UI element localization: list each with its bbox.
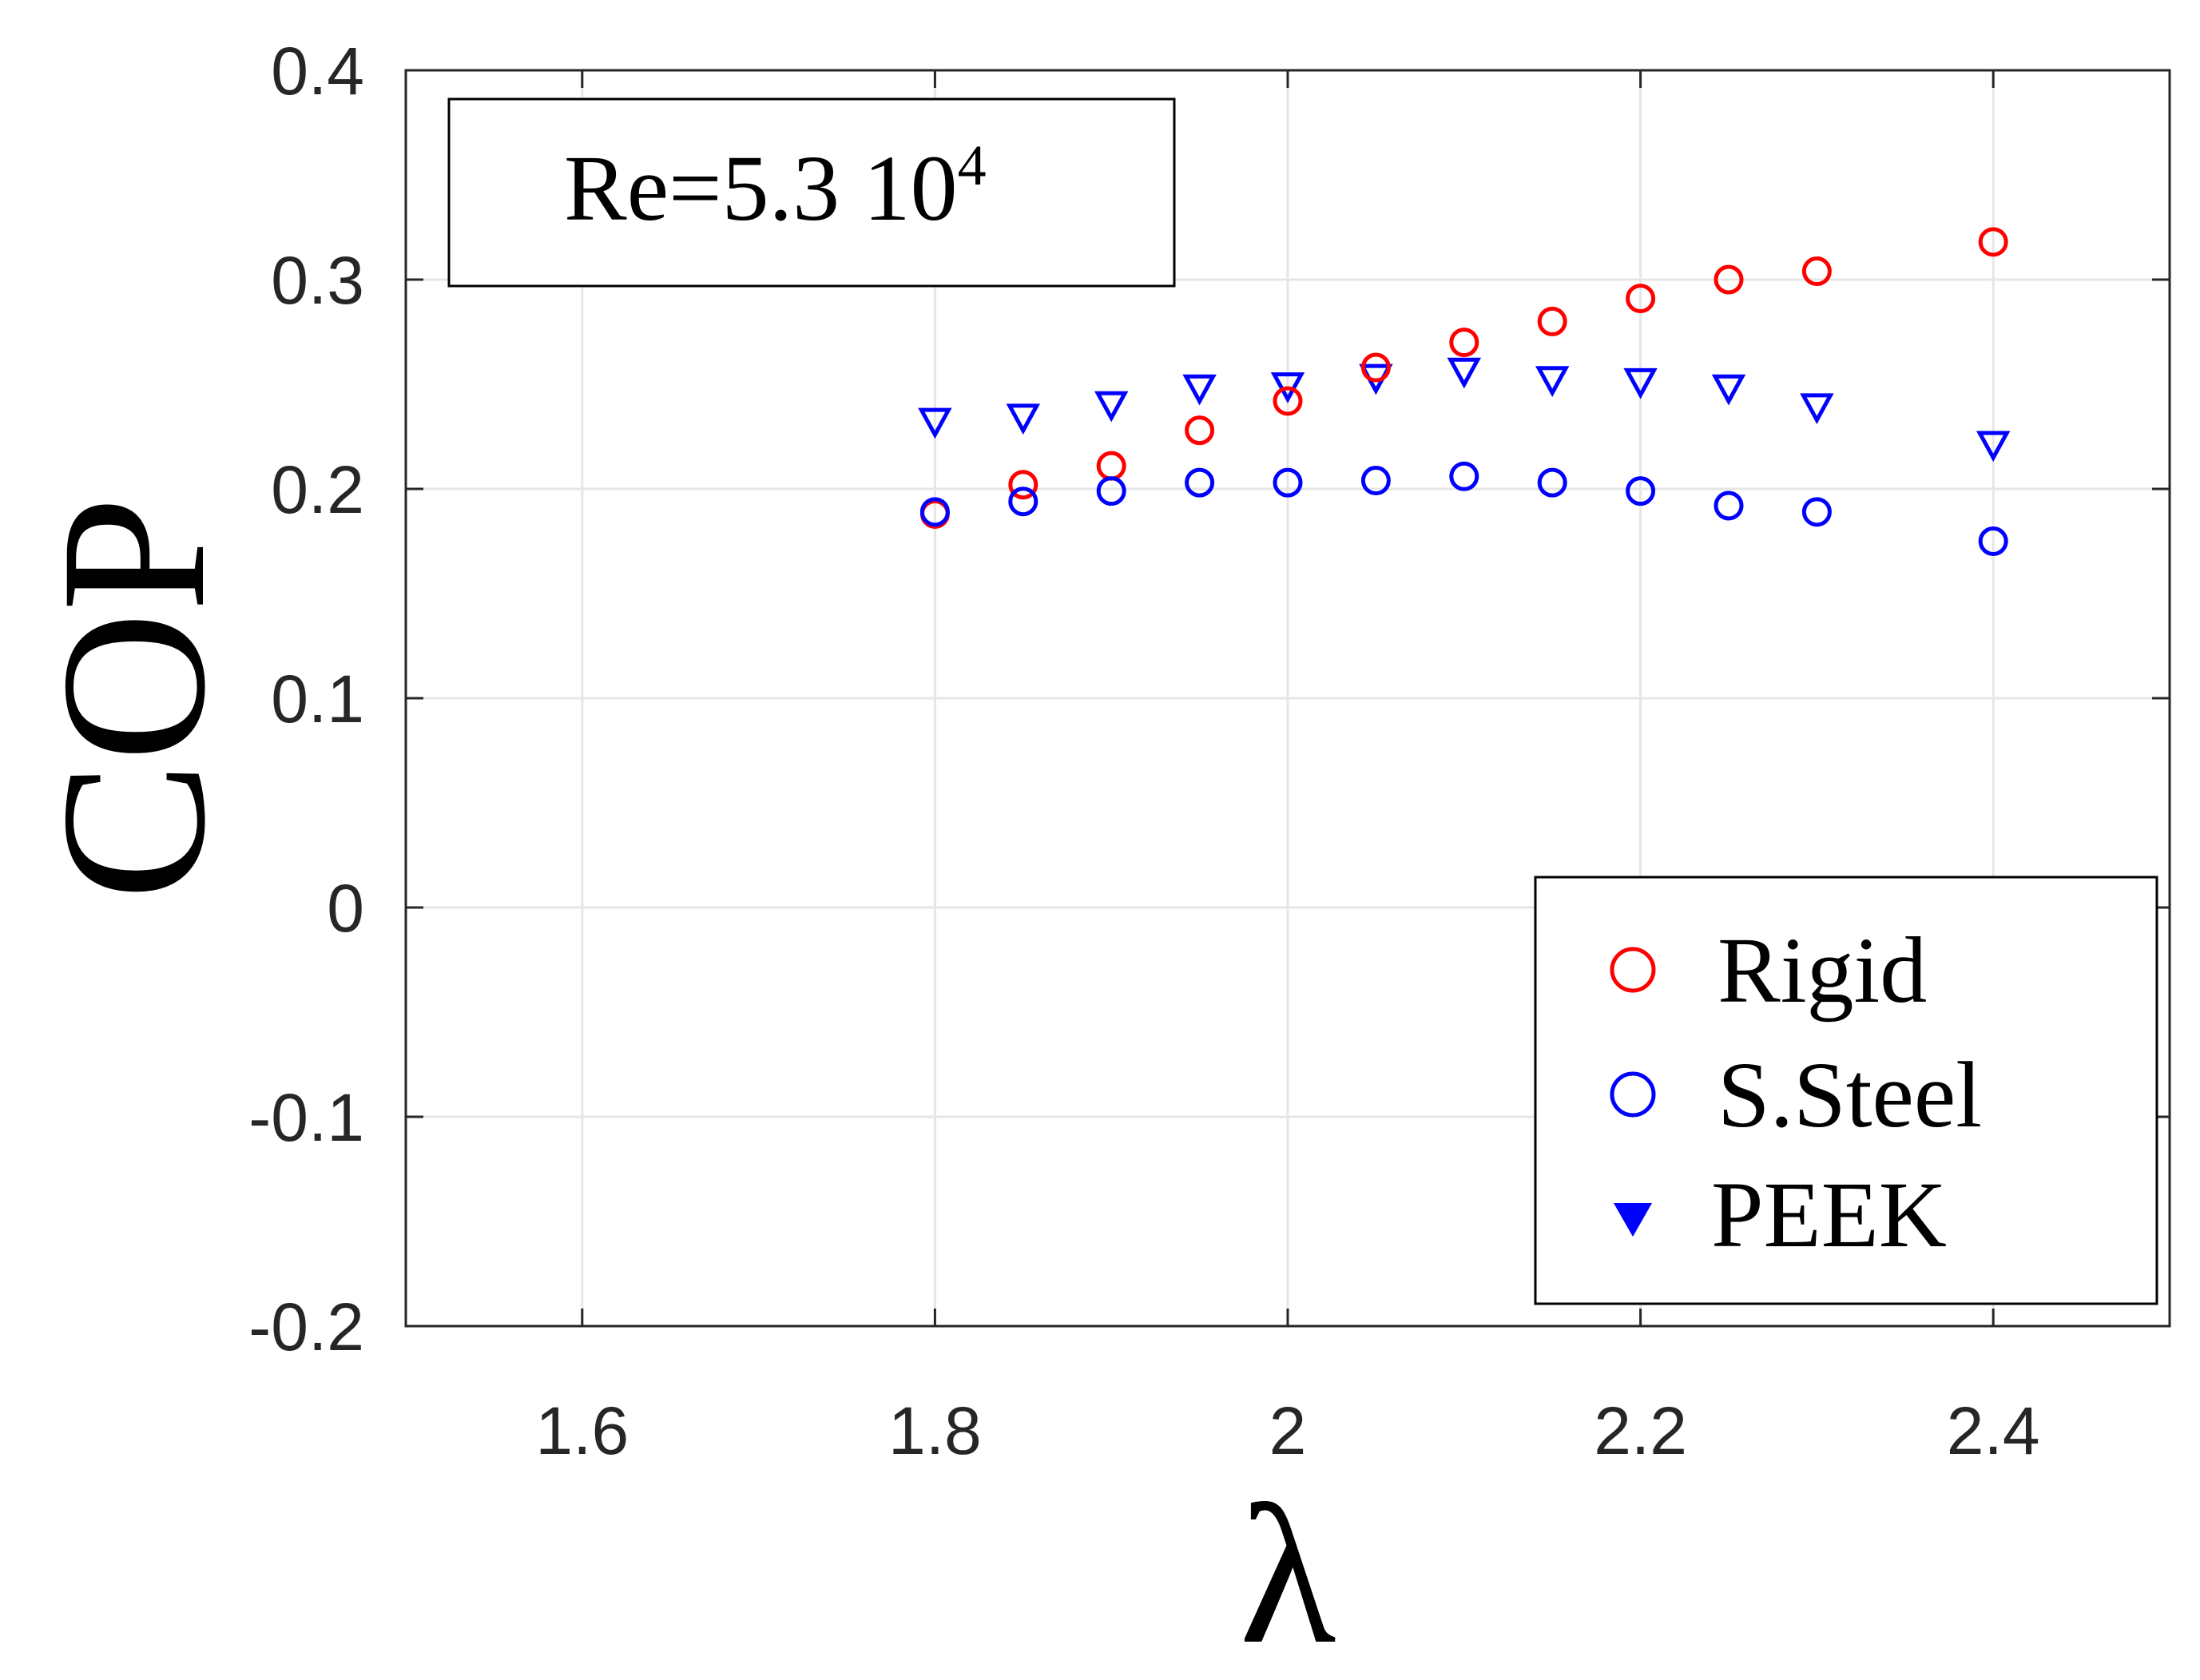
marker-rigid bbox=[1185, 415, 1215, 446]
marker-rigid bbox=[1978, 227, 2008, 257]
y-tick-label: 0.4 bbox=[271, 34, 364, 109]
marker-peek bbox=[1976, 431, 2011, 463]
marker-peek bbox=[1270, 372, 1305, 403]
marker-s-steel bbox=[1801, 497, 1832, 527]
marker-rigid bbox=[1449, 328, 1479, 358]
y-tick-labels: -0.2 -0.1 0 0.1 0.2 0.3 0.4 bbox=[248, 34, 364, 1364]
marker-peek bbox=[1094, 391, 1129, 423]
marker-rigid bbox=[1714, 264, 1744, 295]
ticks bbox=[406, 69, 2170, 1328]
legend-marker-s-steel bbox=[1610, 1071, 1656, 1118]
legend-marker-peek bbox=[1614, 1203, 1652, 1237]
y-tick-label: 0.3 bbox=[271, 243, 364, 318]
x-tick-label: 1.6 bbox=[535, 1393, 629, 1468]
marker-s-steel bbox=[1360, 466, 1391, 496]
marker-s-steel bbox=[1449, 461, 1479, 491]
marker-s-steel bbox=[1008, 487, 1038, 517]
x-tick-label: 1.8 bbox=[888, 1393, 982, 1468]
y-axis-title: COP bbox=[18, 496, 248, 900]
marker-s-steel bbox=[1185, 467, 1215, 498]
annotation-box: Re=5.3 104 bbox=[447, 97, 1176, 288]
marker-rigid bbox=[1537, 306, 1567, 336]
x-tick-labels: 1.6 1.8 2 2.2 2.4 bbox=[535, 1393, 2039, 1468]
legend-marker-rigid bbox=[1610, 947, 1656, 993]
marker-peek bbox=[918, 407, 952, 439]
x-tick-label: 2 bbox=[1269, 1393, 1307, 1468]
y-tick-label: -0.1 bbox=[248, 1080, 364, 1155]
marker-rigid bbox=[1008, 470, 1038, 500]
marker-peek bbox=[1182, 374, 1217, 406]
marker-peek bbox=[1535, 366, 1570, 397]
marker-s-steel bbox=[1273, 467, 1303, 498]
marker-peek bbox=[1800, 393, 1834, 425]
marker-rigid bbox=[1626, 284, 1656, 314]
marker-rigid bbox=[1273, 386, 1303, 416]
legend: Rigid S.Steel PEEK bbox=[1534, 876, 2158, 1305]
legend-label-rigid: Rigid bbox=[1718, 918, 1927, 1023]
data-markers bbox=[918, 227, 2011, 556]
marker-s-steel bbox=[919, 497, 950, 527]
y-tick-label: -0.2 bbox=[248, 1289, 364, 1364]
marker-s-steel bbox=[1537, 467, 1567, 498]
y-tick-label: 0 bbox=[327, 871, 364, 946]
marker-s-steel bbox=[1096, 476, 1126, 506]
marker-s-steel bbox=[1978, 526, 2008, 556]
marker-peek bbox=[1623, 367, 1658, 399]
series-rigid bbox=[919, 227, 2008, 529]
y-tick-label: 0.1 bbox=[271, 661, 364, 737]
y-tick-label: 0.2 bbox=[271, 452, 364, 527]
marker-rigid bbox=[1360, 352, 1391, 383]
x-tick-label: 2.2 bbox=[1594, 1393, 1687, 1468]
x-axis-title: λ bbox=[1239, 1464, 1336, 1680]
series-s-steel bbox=[919, 461, 2008, 556]
legend-label-peek: PEEK bbox=[1711, 1162, 1947, 1267]
annotation-text: Re=5.3 104 bbox=[564, 133, 987, 240]
marker-peek bbox=[1447, 357, 1482, 389]
marker-s-steel bbox=[1714, 490, 1744, 521]
marker-s-steel bbox=[1626, 476, 1656, 506]
marker-rigid bbox=[1801, 256, 1832, 287]
marker-peek bbox=[1006, 403, 1041, 435]
legend-label-s-steel: S.Steel bbox=[1718, 1043, 1982, 1147]
marker-peek bbox=[1711, 374, 1746, 406]
x-tick-label: 2.4 bbox=[1947, 1393, 2040, 1468]
